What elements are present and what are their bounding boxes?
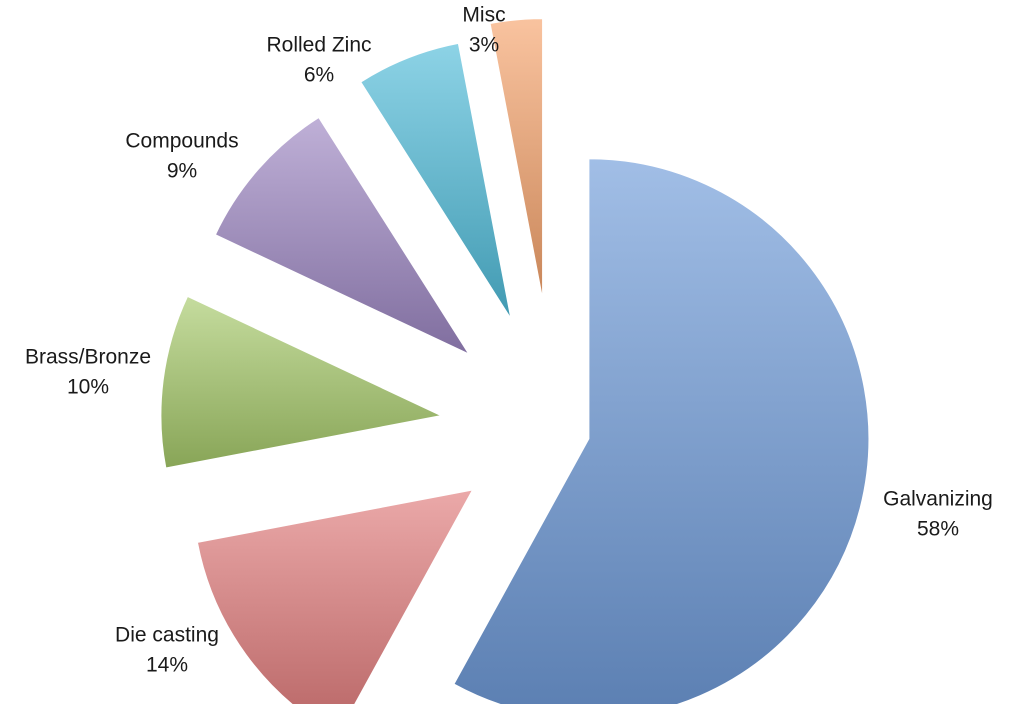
pie-slice-galvanizing: [453, 158, 870, 704]
slice-label-misc: Misc: [462, 4, 505, 27]
slice-value-galvanizing: 58%: [917, 518, 959, 541]
pie-slice-die-casting: [196, 489, 474, 704]
slice-label-rolled-zinc: Rolled Zinc: [266, 34, 371, 57]
labels-layer: Galvanizing 58% Die casting 14% Brass/Bronze…: [25, 4, 993, 677]
slice-value-die-casting: 14%: [146, 654, 188, 677]
slice-value-compounds: 9%: [167, 160, 197, 183]
slices-layer: [160, 18, 870, 704]
slice-value-misc: 3%: [469, 34, 499, 57]
slice-value-rolled-zinc: 6%: [304, 64, 334, 87]
slice-label-compounds: Compounds: [125, 130, 238, 153]
slice-value-brass-bronze: 10%: [67, 376, 109, 399]
pie-slice-misc: [489, 18, 544, 299]
slice-label-die-casting: Die casting: [115, 624, 219, 647]
pie-slice-compounds: [214, 116, 471, 356]
pie-slice-rolled-zinc: [360, 42, 512, 319]
slice-label-brass-bronze: Brass/Bronze: [25, 346, 151, 369]
pie-slice-brass-bronze: [160, 295, 443, 469]
slice-label-galvanizing: Galvanizing: [883, 488, 993, 511]
